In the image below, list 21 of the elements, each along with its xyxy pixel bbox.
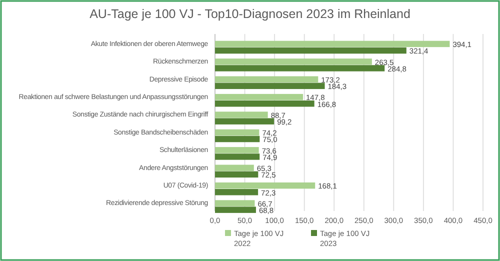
bar [215,136,260,142]
bar [215,76,318,82]
chart-title: AU-Tage je 100 VJ - Top10-Diagnosen 2023 im Rheinland [90,7,410,21]
bar [215,164,254,171]
bar [215,129,260,136]
bar [215,112,268,118]
bar [215,182,316,189]
bar [215,154,260,160]
bar [215,189,258,196]
bar [215,171,258,178]
bar [215,147,259,154]
bar [215,82,325,90]
bar [215,118,274,124]
bar [215,100,314,107]
bar [215,200,255,206]
bar [215,65,385,72]
bar [215,58,372,65]
bar [215,40,450,48]
bar [215,94,304,100]
bar [215,47,406,54]
bar [215,206,256,213]
